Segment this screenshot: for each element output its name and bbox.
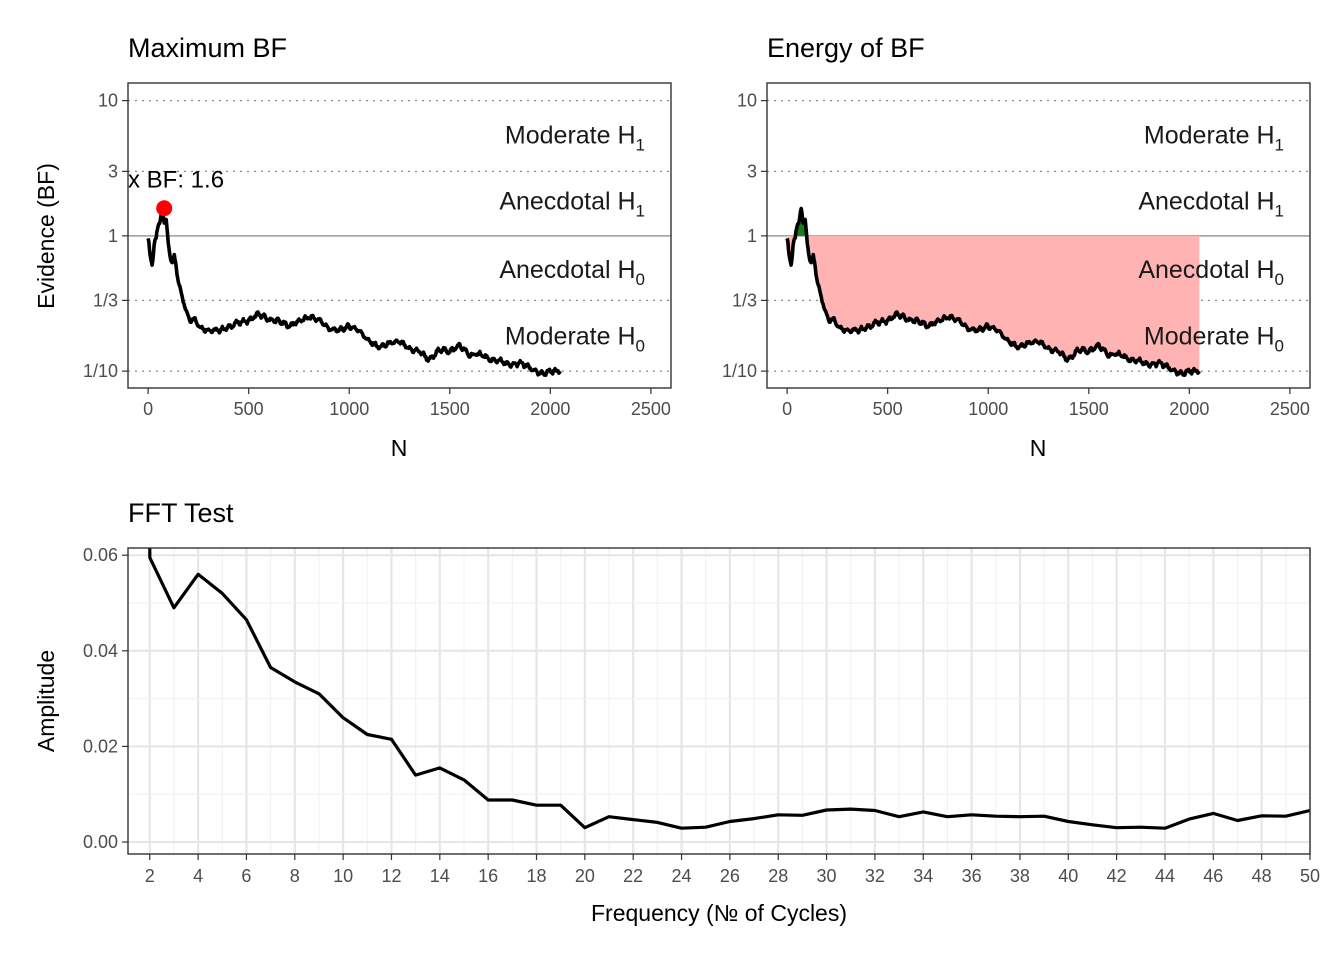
x-axis-ticks: 0 500 1000 1500 2000 2500 — [782, 388, 1310, 419]
y-tick-label: 1/10 — [83, 361, 118, 381]
y-axis-ticks: 0.00 0.02 0.04 0.06 — [83, 545, 128, 852]
x-tick-label: 2000 — [530, 399, 570, 419]
series-line — [148, 548, 1311, 830]
energy-fill — [787, 208, 1200, 376]
x-tick-label: 1000 — [968, 399, 1008, 419]
region-label: Anecdotal H1 — [499, 187, 645, 220]
series-line — [785, 206, 1201, 377]
x-tick-label: 44 — [1155, 866, 1175, 886]
panel-title-fft-test: FFT Test — [128, 498, 234, 528]
panel-border — [127, 547, 1311, 855]
region-label: Anecdotal H0 — [499, 256, 645, 289]
x-axis-title: Frequency (№ of Cycles) — [591, 900, 847, 926]
x-tick-label: 32 — [865, 866, 885, 886]
region-label: Anecdotal H0 — [1138, 256, 1284, 289]
x-tick-label: 36 — [962, 866, 982, 886]
y-tick-label: 1/3 — [732, 290, 757, 310]
bf-line — [146, 206, 562, 377]
region-label: Moderate H0 — [505, 323, 645, 356]
y-tick-label: 0.02 — [83, 736, 118, 756]
x-tick-label: 8 — [290, 866, 300, 886]
y-tick-label: 1/10 — [722, 361, 757, 381]
max-bf-label: x BF: 1.6 — [128, 166, 224, 193]
y-tick-label: 1 — [747, 226, 757, 246]
x-tick-label: 18 — [526, 866, 546, 886]
x-tick-label: 2 — [145, 866, 155, 886]
panel-fft-test: FFT Test 2 4 6 8 10 12 14 16 18 20 22 24 26 28 30 32 34 3… — [33, 498, 1320, 926]
x-tick-label: 26 — [720, 866, 740, 886]
x-tick-label: 0 — [143, 399, 153, 419]
x-tick-label: 4 — [193, 866, 203, 886]
x-tick-label: 12 — [381, 866, 401, 886]
y-tick-label: 0.00 — [83, 832, 118, 852]
panel-maximum-bf: Maximum BF Moderate H1 Anecdotal H1 Anecdo… — [33, 33, 672, 461]
x-tick-label: 22 — [623, 866, 643, 886]
x-tick-label: 30 — [817, 866, 837, 886]
region-label: Anecdotal H1 — [1138, 187, 1284, 220]
y-axis-ticks: 10 3 1 1/3 1/10 — [722, 91, 767, 381]
x-tick-label: 34 — [913, 866, 933, 886]
x-tick-label: 40 — [1058, 866, 1078, 886]
region-label: Moderate H1 — [505, 122, 645, 155]
panel-title-maximum-bf: Maximum BF — [128, 33, 287, 63]
area-below-bf-1 — [787, 235, 1200, 376]
grid-lines — [128, 100, 671, 372]
y-tick-label: 0.04 — [83, 641, 118, 661]
x-axis-ticks: 2 4 6 8 10 12 14 16 18 20 22 24 26 28 30 32 34 36 38 40 42 44… — [145, 854, 1320, 886]
x-tick-label: 2500 — [1270, 399, 1310, 419]
region-labels: Moderate H1 Anecdotal H1 Anecdotal H0 Moder… — [499, 122, 645, 356]
x-tick-label: 1000 — [329, 399, 369, 419]
x-tick-label: 20 — [575, 866, 595, 886]
x-axis-ticks: 0 500 1000 1500 2000 2500 — [143, 388, 671, 419]
x-tick-label: 38 — [1010, 866, 1030, 886]
panel-energy-of-bf: Energy of BF Moderate H1 Anecdotal H1 Anec… — [722, 33, 1311, 461]
y-axis-title: Amplitude — [33, 650, 59, 752]
x-axis-title: N — [391, 435, 408, 461]
y-tick-label: 1/3 — [93, 290, 118, 310]
x-axis-title: N — [1030, 435, 1047, 461]
x-tick-label: 50 — [1300, 866, 1320, 886]
x-tick-label: 500 — [873, 399, 903, 419]
x-tick-label: 1500 — [430, 399, 470, 419]
x-tick-label: 6 — [241, 866, 251, 886]
x-tick-label: 14 — [430, 866, 450, 886]
x-tick-label: 1500 — [1069, 399, 1109, 419]
y-tick-label: 3 — [108, 161, 118, 181]
x-tick-label: 0 — [782, 399, 792, 419]
y-tick-label: 10 — [98, 91, 118, 111]
y-tick-label: 0.06 — [83, 545, 118, 565]
region-label: Moderate H1 — [1144, 122, 1284, 155]
max-bf-point — [156, 200, 173, 217]
bf-line — [785, 206, 1201, 377]
grid-lines — [128, 548, 1312, 854]
max-annotation: x BF: 1.6 — [128, 166, 224, 217]
x-tick-label: 42 — [1107, 866, 1127, 886]
y-tick-label: 3 — [747, 161, 757, 181]
amplitude-line — [148, 548, 1311, 830]
x-tick-label: 500 — [234, 399, 264, 419]
series-line — [146, 206, 562, 377]
x-tick-label: 48 — [1252, 866, 1272, 886]
y-axis-title: Evidence (BF) — [33, 163, 59, 309]
region-label: Moderate H0 — [1144, 323, 1284, 356]
panel-title-energy-of-bf: Energy of BF — [767, 33, 925, 63]
x-tick-label: 24 — [672, 866, 692, 886]
x-tick-label: 28 — [768, 866, 788, 886]
y-axis-ticks: 10 3 1 1/3 1/10 — [83, 91, 128, 381]
x-tick-label: 2000 — [1169, 399, 1209, 419]
y-tick-label: 10 — [737, 91, 757, 111]
x-tick-label: 2500 — [631, 399, 671, 419]
x-tick-label: 10 — [333, 866, 353, 886]
x-tick-label: 46 — [1203, 866, 1223, 886]
y-tick-label: 1 — [108, 226, 118, 246]
region-labels: Moderate H1 Anecdotal H1 Anecdotal H0 Moder… — [1138, 122, 1284, 356]
x-tick-label: 16 — [478, 866, 498, 886]
